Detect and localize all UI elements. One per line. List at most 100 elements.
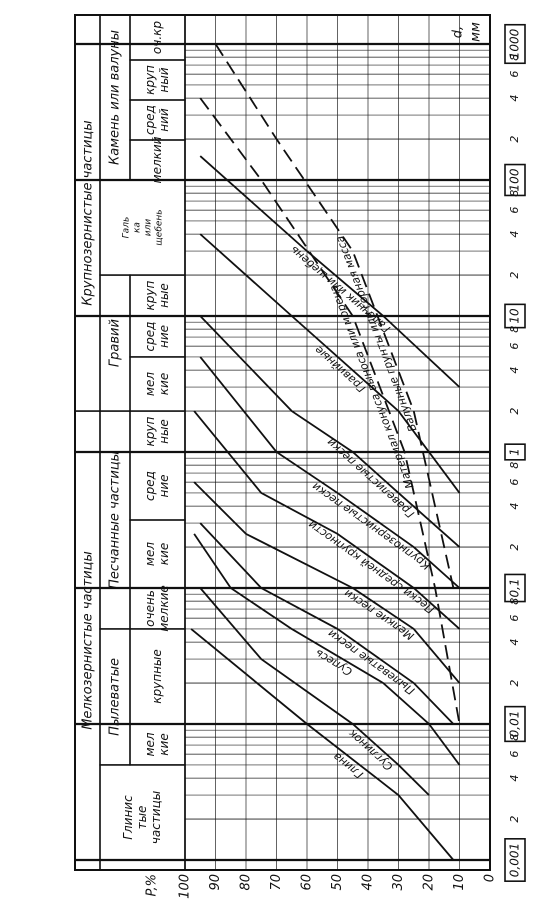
header-text: ние [157, 325, 171, 348]
header-text: крупные [150, 649, 164, 704]
curve [193, 481, 461, 684]
x-tick-label: 2 [508, 680, 521, 687]
x-tick-label: 8 [508, 462, 521, 469]
x-axis-label: d, [451, 26, 466, 38]
x-tick-label: 6 [508, 343, 521, 350]
x-decade-label: 0,01 [508, 711, 522, 738]
header-text: ний [157, 108, 171, 132]
decade-box [504, 23, 526, 65]
header-text: тые [135, 806, 149, 830]
header-text: мел [143, 732, 157, 756]
header-text: мелкий [150, 136, 164, 183]
header-text: Галь [122, 217, 132, 239]
y-tick-label: 0 [483, 874, 498, 882]
header-text: кие [157, 733, 171, 755]
curve [199, 155, 461, 388]
curve [199, 233, 461, 494]
curve [199, 315, 461, 548]
header-cell [99, 179, 186, 276]
header-text: Камень или валуны [108, 30, 123, 165]
x-tick-label: 2 [508, 544, 521, 551]
decade-box [504, 705, 526, 743]
header-text: Пылеватые [108, 658, 123, 736]
header-text: мел [143, 372, 157, 396]
x-tick-label: 2 [508, 408, 521, 415]
header-text: ные [157, 419, 171, 444]
header-text: сред [143, 471, 157, 501]
header-text: ние [157, 474, 171, 497]
x-tick-label: 2 [508, 816, 521, 823]
curve [193, 533, 461, 766]
header-text: круп [143, 280, 157, 310]
header-text: сред [143, 322, 157, 352]
x-tick-label: 6 [508, 479, 521, 486]
header-text: круп [143, 416, 157, 446]
x-tick-label: 8 [508, 54, 521, 61]
header-group-text: Мелкозернистые частицы [81, 551, 96, 729]
curve [199, 587, 430, 796]
decade-box [504, 303, 526, 329]
x-decade-label: 0,001 [508, 843, 522, 877]
header-text: Гравий [108, 319, 123, 367]
y-tick-label: 70 [269, 874, 284, 891]
y-tick-label: 60 [300, 874, 315, 891]
x-tick-label: 6 [508, 615, 521, 622]
x-tick-label: 4 [508, 367, 521, 374]
x-decade-label: 100 [508, 168, 522, 191]
header-text: кие [157, 543, 171, 565]
y-tick-label: 100 [178, 874, 193, 899]
header-text: Глинис [121, 795, 135, 840]
y-tick-label: 30 [391, 874, 406, 891]
decade-box [504, 443, 526, 461]
x-tick-label: 6 [508, 207, 521, 214]
y-tick-label: 10 [452, 874, 467, 891]
header-text: мелкие [157, 585, 171, 632]
x-tick-label: 8 [508, 326, 521, 333]
y-tick-label: 90 [208, 874, 223, 891]
header-group-text: Крупнозернистые частицы [81, 120, 96, 305]
x-tick-label: 4 [508, 775, 521, 782]
y-tick-label: 20 [422, 874, 437, 891]
y-tick-label: 50 [330, 874, 345, 891]
rotated-plot: 0102030405060708090100P,%0,00124680,0124… [74, 14, 526, 899]
x-tick-label: 4 [508, 639, 521, 646]
y-tick-label: 80 [239, 874, 254, 891]
header-text: очень [143, 590, 157, 627]
x-decade-label: 10 [508, 308, 522, 324]
x-tick-label: 8 [508, 734, 521, 741]
header-text: или [144, 219, 154, 237]
y-tick-label: 40 [361, 874, 376, 891]
curve [199, 356, 461, 589]
frame [74, 14, 491, 871]
x-decade-label: 0,1 [508, 578, 522, 597]
x-tick-label: 4 [508, 503, 521, 510]
curve [199, 97, 461, 725]
header-text: ка [133, 222, 143, 233]
x-decade-label: 1000 [508, 28, 522, 59]
x-axis-label: мм [469, 22, 484, 42]
curve [214, 43, 455, 589]
header-text: кие [157, 373, 171, 395]
x-tick-label: 4 [508, 231, 521, 238]
header-text: частицы [149, 791, 163, 844]
decade-box [504, 838, 526, 882]
header-text: ные [157, 283, 171, 308]
x-tick-label: 2 [508, 272, 521, 279]
x-tick-label: 4 [508, 95, 521, 102]
x-tick-label: 2 [508, 136, 521, 143]
x-tick-label: 8 [508, 190, 521, 197]
header-text: щебень [155, 209, 165, 245]
header-text: оч.кр [150, 21, 164, 54]
curve [190, 628, 455, 861]
header-text: сред [143, 105, 157, 135]
header-text: круп [143, 65, 157, 95]
header-text: мел [143, 542, 157, 566]
curve [193, 410, 461, 630]
x-decade-label: 1 [508, 448, 522, 456]
y-axis-label: P,% [145, 874, 160, 897]
header-text: ный [157, 67, 171, 92]
decade-box [504, 163, 526, 197]
x-tick-label: 6 [508, 751, 521, 758]
